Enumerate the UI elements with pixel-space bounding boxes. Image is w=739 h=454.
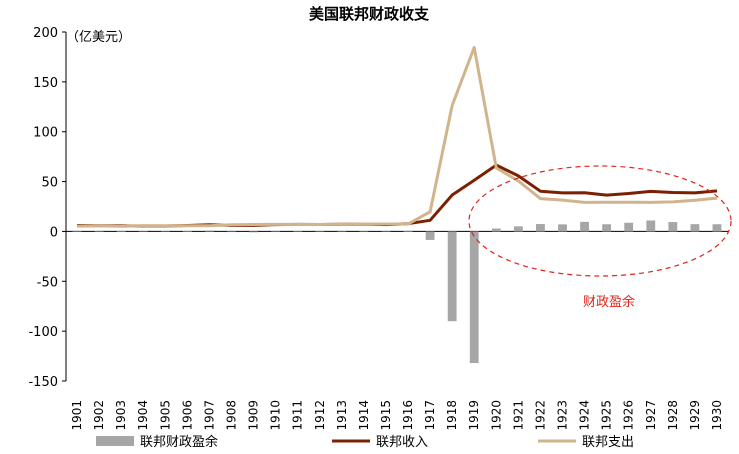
surplus-bar <box>182 231 192 232</box>
surplus-bar <box>690 224 700 232</box>
expenditure-line <box>76 46 718 228</box>
x-tick-label: 1930 <box>710 400 724 431</box>
y-tick-label: 150 <box>33 76 58 91</box>
x-tick-label: 1909 <box>247 400 261 431</box>
y-tick-label: -150 <box>28 375 58 390</box>
surplus-bar <box>359 231 369 233</box>
surplus-bar <box>271 231 281 233</box>
x-axis: 1901 1902 1903 1904 1905 1906 1907 1908 1909 1910… <box>66 230 728 431</box>
annotation-ellipse <box>468 165 732 277</box>
y-tick-label: -50 <box>37 275 58 290</box>
surplus-bar <box>337 231 347 233</box>
x-tick-label: 1908 <box>225 400 239 431</box>
x-tick-label: 1928 <box>666 400 680 431</box>
surplus-bar <box>513 226 523 232</box>
x-tick-label: 1922 <box>533 400 547 431</box>
x-tick-label: 1916 <box>401 400 415 431</box>
x-tick-label: 1929 <box>688 400 702 431</box>
x-tick-label: 1901 <box>70 400 84 431</box>
revenue-line <box>76 163 718 228</box>
y-axis: 200 150 100 50 0 -50 -100 -150 <box>28 26 67 390</box>
legend-label: 联邦财政盈余 <box>140 434 218 450</box>
chart-title: 美国联邦财政收支 <box>309 5 430 23</box>
surplus-bar <box>425 231 435 240</box>
unit-label: （亿美元） <box>66 30 131 45</box>
x-tick-label: 1907 <box>202 400 216 431</box>
x-tick-label: 1914 <box>357 400 371 431</box>
surplus-bar <box>381 231 391 233</box>
surplus-bar <box>403 230 413 232</box>
x-tick-label: 1917 <box>423 400 437 431</box>
x-tick-label: 1912 <box>313 400 327 431</box>
legend-label: 联邦收入 <box>376 435 428 450</box>
legend: 联邦财政盈余 联邦收入 联邦支出 <box>96 434 634 450</box>
surplus-bar <box>293 231 303 232</box>
surplus-bar <box>491 228 501 232</box>
surplus-bar <box>227 231 236 233</box>
y-tick-label: 50 <box>41 176 58 191</box>
x-tick-label: 1903 <box>114 400 128 431</box>
x-tick-label: 1915 <box>379 400 393 431</box>
x-tick-label: 1918 <box>445 400 459 431</box>
surplus-bar <box>205 230 214 232</box>
x-tick-label: 1906 <box>180 400 194 431</box>
x-tick-label: 1904 <box>136 400 150 431</box>
x-tick-label: 1910 <box>269 400 283 431</box>
x-tick-label: 1913 <box>335 400 349 431</box>
surplus-bar <box>602 224 612 232</box>
y-tick-label: 200 <box>33 26 58 41</box>
surplus-annotation: 财政盈余 <box>468 165 732 310</box>
surplus-bar <box>580 221 589 232</box>
surplus-bar <box>624 222 634 232</box>
y-tick-label: 0 <box>50 225 58 240</box>
y-tick-label: -100 <box>28 325 58 340</box>
surplus-bar <box>668 222 678 232</box>
surplus-bar <box>315 231 325 233</box>
x-tick-label: 1911 <box>291 400 305 431</box>
surplus-bar <box>712 224 722 232</box>
surplus-bar <box>116 230 126 232</box>
surplus-bar <box>558 224 567 232</box>
surplus-bar <box>249 231 258 233</box>
surplus-bar <box>94 231 104 232</box>
x-tick-label: 1924 <box>578 400 592 431</box>
x-tick-label: 1905 <box>158 400 172 431</box>
x-tick-label: 1925 <box>600 400 614 431</box>
surplus-bar <box>447 231 457 322</box>
x-tick-label: 1920 <box>489 400 503 431</box>
legend-swatch-surplus <box>96 436 134 446</box>
surplus-bar <box>469 231 479 364</box>
x-tick-label: 1902 <box>92 400 106 431</box>
surplus-bar <box>72 230 82 232</box>
surplus-bar <box>138 231 148 233</box>
x-tick-label: 1919 <box>467 400 481 431</box>
surplus-bar <box>536 224 545 232</box>
x-tick-label: 1926 <box>622 400 636 431</box>
surplus-bars <box>72 220 722 364</box>
annotation-label: 财政盈余 <box>583 294 635 310</box>
series-lines <box>76 46 718 228</box>
x-tick-label: 1921 <box>511 400 525 431</box>
legend-label: 联邦支出 <box>582 435 634 450</box>
x-tick-label: 1927 <box>644 400 658 431</box>
x-tick-label: 1923 <box>556 400 570 431</box>
y-tick-label: 100 <box>33 126 58 141</box>
surplus-bar <box>646 220 656 232</box>
surplus-bar <box>160 231 170 233</box>
